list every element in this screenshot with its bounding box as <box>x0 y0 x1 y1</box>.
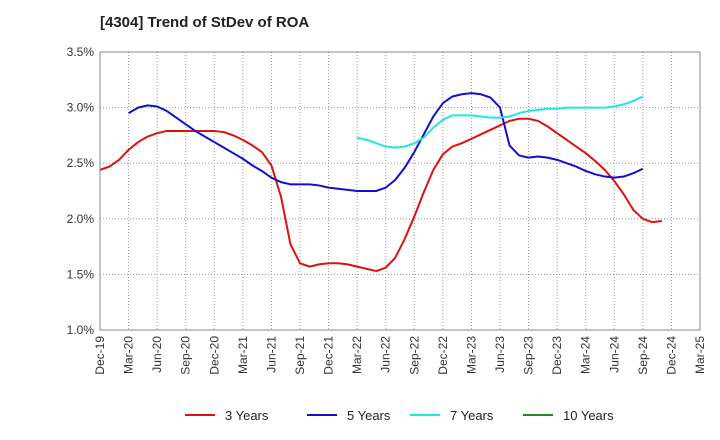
legend-label: 7 Years <box>450 407 494 423</box>
x-tick-label: Jun-21 <box>264 336 278 373</box>
x-tick-label: Mar-20 <box>122 336 136 374</box>
legend-swatch-10-years <box>523 414 553 416</box>
legend-label: 10 Years <box>563 407 614 423</box>
series-line-7-years <box>356 95 644 149</box>
y-axis: 1.0% 1.5% 2.0% 2.5% 3.0% 3.5% <box>67 45 95 337</box>
x-tick-label: Jun-23 <box>493 336 507 373</box>
y-tick-label: 2.5% <box>67 156 95 170</box>
legend-label: 3 Years <box>225 407 269 423</box>
x-tick-label: Mar-21 <box>236 336 250 374</box>
x-tick-label: Sep-20 <box>179 336 193 375</box>
y-tick-label: 3.5% <box>67 45 95 59</box>
plot-frame <box>99 51 701 331</box>
legend: 3 Years 5 Years 7 Years 10 Years <box>0 404 720 426</box>
x-tick-label: Dec-21 <box>322 336 336 375</box>
x-tick-label: Dec-23 <box>550 336 564 375</box>
series-line-5-years <box>128 92 644 192</box>
x-tick-label: Sep-21 <box>293 336 307 375</box>
x-tick-label: Sep-22 <box>407 336 421 375</box>
x-tick-label: Mar-23 <box>464 336 478 374</box>
x-axis: Dec-19 Mar-20 Jun-20 Sep-20 Dec-20 Mar-21 Jun-… <box>93 336 707 375</box>
legend-item-10-years: 10 Years <box>523 404 614 426</box>
x-tick-label: Dec-19 <box>93 336 107 375</box>
x-tick-label: Sep-23 <box>522 336 536 375</box>
y-tick-label: 1.5% <box>67 267 95 281</box>
legend-item-7-years: 7 Years <box>410 404 493 426</box>
legend-swatch-7-years <box>410 414 440 416</box>
x-tick-label: Jun-22 <box>379 336 393 373</box>
legend-item-5-years: 5 Years <box>307 404 390 426</box>
series-lines <box>99 92 663 273</box>
x-tick-label: Mar-22 <box>350 336 364 374</box>
chart-title: [4304] Trend of StDev of ROA <box>100 14 310 31</box>
legend-label: 5 Years <box>347 407 391 423</box>
x-tick-label: Mar-25 <box>693 336 707 374</box>
y-tick-label: 3.0% <box>67 101 95 115</box>
legend-swatch-3-years <box>185 414 215 416</box>
x-tick-label: Mar-24 <box>579 336 593 374</box>
x-tick-label: Jun-24 <box>607 336 621 373</box>
x-tick-label: Dec-24 <box>664 336 678 375</box>
x-tick-label: Sep-24 <box>636 336 650 375</box>
y-tick-label: 2.0% <box>67 212 95 226</box>
plot-background <box>100 52 700 330</box>
y-tick-label: 1.0% <box>67 323 95 337</box>
x-tick-label: Jun-20 <box>150 336 164 373</box>
legend-swatch-5-years <box>307 414 337 416</box>
x-tick-label: Dec-22 <box>436 336 450 375</box>
legend-item-3-years: 3 Years <box>185 404 268 426</box>
x-tick-label: Dec-20 <box>207 336 221 375</box>
